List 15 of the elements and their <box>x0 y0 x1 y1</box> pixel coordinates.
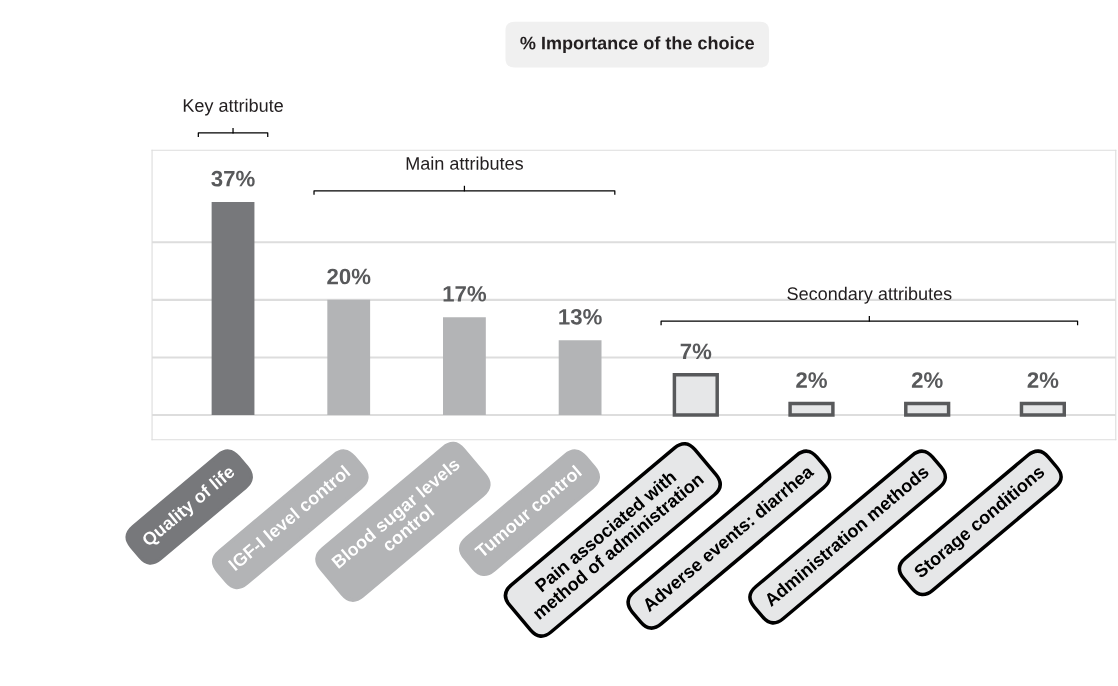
bar <box>211 202 255 415</box>
data-label: 2% <box>796 372 827 388</box>
data-label: 2% <box>911 372 943 388</box>
bar <box>327 299 371 415</box>
text: Key attribute <box>183 98 283 116</box>
data-label: 20% <box>327 268 371 285</box>
data-label: 7% <box>680 343 712 360</box>
annotation: Main attributes <box>406 156 523 170</box>
annotation: Secondary attributes <box>787 286 952 304</box>
data-label: 37% <box>211 170 255 187</box>
data-label: 2% <box>1027 372 1059 388</box>
data-label: 13% <box>559 308 602 325</box>
chart-title: % Importance of the choice <box>520 36 755 54</box>
data-label: 17% <box>443 285 487 302</box>
bar <box>558 340 602 415</box>
